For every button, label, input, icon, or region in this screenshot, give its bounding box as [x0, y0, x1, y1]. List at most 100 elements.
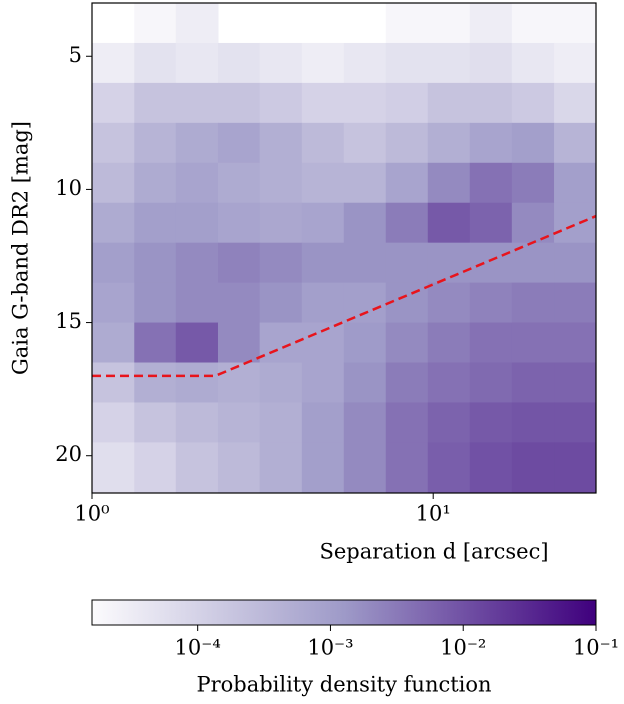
- heatmap-cell: [343, 242, 387, 284]
- heatmap-cell: [175, 3, 219, 44]
- heatmap-cell: [511, 322, 555, 364]
- colorbar-tick-label: 10⁻¹: [573, 636, 619, 660]
- heatmap-cell: [217, 442, 261, 494]
- heatmap-cell: [427, 402, 471, 443]
- y-tick-label: 10: [55, 176, 82, 200]
- heatmap-cell: [343, 82, 387, 124]
- heatmap-cell: [301, 42, 345, 84]
- heatmap-cell: [427, 3, 471, 44]
- heatmap-cell: [554, 242, 597, 284]
- heatmap-cell: [511, 442, 555, 494]
- heatmap-cell: [259, 322, 303, 364]
- heatmap-cell: [385, 202, 429, 244]
- heatmap-cell: [217, 402, 261, 443]
- heatmap-cell: [469, 242, 513, 284]
- heatmap-cell: [175, 202, 219, 244]
- heatmap-cell: [301, 442, 345, 494]
- heatmap-cell: [175, 42, 219, 84]
- heatmap-cell: [217, 162, 261, 204]
- heatmap-cell: [217, 242, 261, 284]
- heatmap-cell: [469, 322, 513, 364]
- heatmap-cell: [134, 402, 177, 443]
- heatmap-cell: [259, 362, 303, 403]
- heatmap-cell: [259, 282, 303, 324]
- heatmap-cell: [343, 202, 387, 244]
- heatmap-cell: [343, 122, 387, 164]
- heatmap-cell: [343, 282, 387, 324]
- heatmap-cell: [92, 322, 135, 364]
- heatmap-cell: [511, 282, 555, 324]
- heatmap-cell: [301, 82, 345, 124]
- threshold-line: [92, 214, 597, 378]
- heatmap-cell: [134, 162, 177, 204]
- heatmap-cell: [385, 122, 429, 164]
- heatmap-cell: [385, 3, 429, 44]
- heatmap-cell: [343, 162, 387, 204]
- heatmap-cell: [385, 282, 429, 324]
- heatmap-cell: [92, 202, 135, 244]
- heatmap-cell: [427, 42, 471, 84]
- heatmap-cell: [469, 362, 513, 403]
- heatmap-cell: [554, 122, 597, 164]
- heatmap-cell: [554, 42, 597, 84]
- heatmap-cell: [554, 3, 597, 44]
- heatmap-cell: [134, 3, 177, 44]
- heatmap-cell: [511, 42, 555, 84]
- heatmap-cell: [301, 122, 345, 164]
- heatmap-cell: [385, 82, 429, 124]
- heatmap-cell: [175, 122, 219, 164]
- colorbar-tick-label: 10⁻²: [440, 636, 486, 660]
- colorbar-tick-label: 10⁻³: [307, 636, 353, 660]
- heatmap-cell: [554, 362, 597, 403]
- heatmap-cell: [259, 242, 303, 284]
- heatmap-cell: [134, 362, 177, 403]
- heatmap-cell: [511, 82, 555, 124]
- heatmap-cell: [385, 322, 429, 364]
- heatmap-cell: [92, 162, 135, 204]
- heatmap-cell: [217, 202, 261, 244]
- heatmap-cell: [134, 122, 177, 164]
- heatmap-cell: [92, 82, 135, 124]
- heatmap-cell: [427, 442, 471, 494]
- heatmap-cell: [134, 322, 177, 364]
- heatmap-cell: [385, 402, 429, 443]
- heatmap-cell: [511, 3, 555, 44]
- heatmap-cell: [134, 242, 177, 284]
- heatmap-cell: [175, 362, 219, 403]
- heatmap-cell: [92, 362, 135, 403]
- heatmap-cell: [301, 402, 345, 443]
- heatmap-cell: [259, 402, 303, 443]
- heatmap-cell: [427, 242, 471, 284]
- heatmap-cell: [217, 282, 261, 324]
- heatmap-cell: [385, 162, 429, 204]
- heatmap-cell: [469, 282, 513, 324]
- heatmap-cell: [301, 362, 345, 403]
- heatmap-cell: [469, 122, 513, 164]
- heatmap-cell: [427, 202, 471, 244]
- heatmap-cell: [511, 402, 555, 443]
- heatmap-cell: [554, 402, 597, 443]
- heatmap-cell: [259, 82, 303, 124]
- heatmap-cell: [134, 282, 177, 324]
- heatmap-cell: [385, 362, 429, 403]
- y-tick-label: 15: [55, 309, 82, 333]
- heatmap-cell: [427, 322, 471, 364]
- heatmap-cell: [469, 82, 513, 124]
- heatmap-cell: [259, 202, 303, 244]
- heatmap-cell: [175, 282, 219, 324]
- heatmap-cell: [385, 242, 429, 284]
- heatmap-cell: [175, 242, 219, 284]
- heatmap-cell: [92, 122, 135, 164]
- heatmap-cell: [469, 3, 513, 44]
- heatmap-cell: [511, 162, 555, 204]
- heatmap-cell: [259, 162, 303, 204]
- heatmap-cell: [343, 402, 387, 443]
- heatmap-cell: [554, 442, 597, 494]
- heatmap-cell: [343, 42, 387, 84]
- heatmap-cell: [469, 402, 513, 443]
- heatmap-cell: [511, 362, 555, 403]
- colorbar: [91, 599, 597, 626]
- heatmap-cell: [259, 442, 303, 494]
- heatmap-cell: [343, 362, 387, 403]
- x-axis-label: Separation d [arcsec]: [319, 540, 548, 564]
